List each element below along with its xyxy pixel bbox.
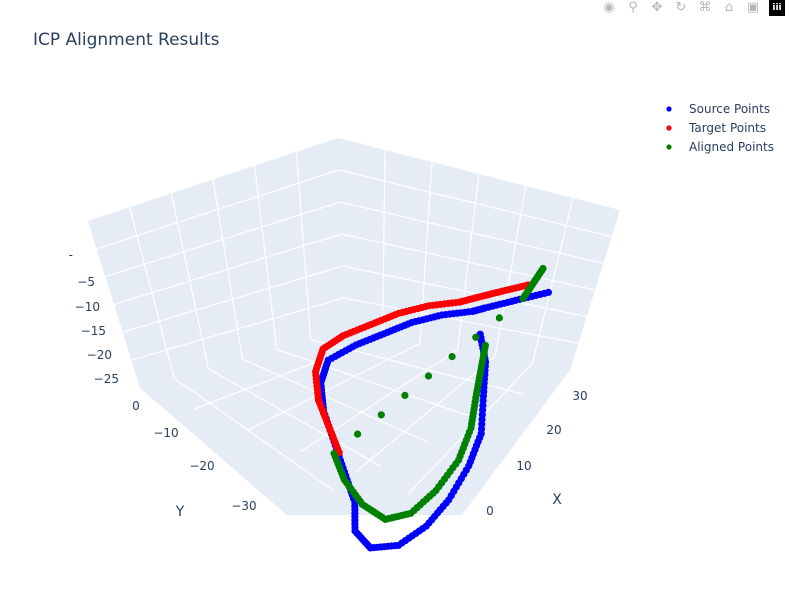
z-tick-label: - [69, 248, 73, 262]
legend-item-label[interactable]: Source Points [689, 102, 770, 116]
y-tick-label: −10 [153, 426, 178, 440]
data-point [519, 294, 527, 303]
data-point [448, 353, 456, 361]
scene-3d[interactable]: −5 −10 −15 −20 −25 - 0 −10 −20 −30 0 10 20 30 X Y [69, 138, 620, 552]
data-point [354, 430, 362, 438]
home-icon[interactable]: ⌂ [724, 0, 734, 15]
z-tick-label: −25 [94, 372, 119, 386]
camera-icon[interactable]: ◉ [603, 0, 615, 15]
modebar: ◉ ⚲ ✥ ↻ ⌘ ⌂ ▣ iii [601, 0, 789, 16]
y-tick-label: −30 [231, 499, 256, 513]
data-point [377, 411, 385, 419]
series-target-points [312, 281, 532, 457]
y-tick-label: 0 [132, 399, 140, 413]
data-point [481, 341, 489, 349]
y-axis-label: Y [175, 504, 185, 520]
turntable-icon[interactable]: ⌘ [698, 0, 712, 15]
zoom-icon[interactable]: ⚲ [628, 0, 638, 15]
data-point [495, 314, 503, 322]
y-tick-label: −20 [189, 459, 214, 473]
z-tick-label: −20 [87, 348, 112, 362]
legend: Source Points Target Points Aligned Points [666, 102, 774, 154]
legend-marker [666, 144, 672, 150]
orbit-icon[interactable]: ↻ [675, 0, 687, 15]
x-tick-label: 10 [516, 459, 531, 473]
camera-view-icon[interactable]: ▣ [746, 0, 760, 15]
z-tick-label: −10 [75, 300, 100, 314]
data-point [472, 333, 480, 341]
legend-item-label[interactable]: Target Points [688, 121, 766, 135]
x-tick-label: 30 [572, 389, 587, 403]
z-tick-label: −5 [77, 275, 95, 289]
plotly-logo-icon[interactable]: iii [769, 0, 785, 16]
pan-icon[interactable]: ✥ [651, 0, 663, 15]
x-tick-label: 20 [546, 423, 561, 437]
x-axis-label: X [552, 492, 562, 508]
series-aligned-points [330, 264, 547, 524]
data-point [401, 391, 409, 399]
legend-item-label[interactable]: Aligned Points [689, 140, 774, 154]
legend-marker [666, 106, 672, 112]
data-point [424, 372, 433, 380]
chart-title: ICP Alignment Results [33, 30, 220, 50]
legend-marker [666, 125, 672, 131]
z-tick-label: −15 [81, 324, 106, 338]
x-tick-label: 0 [486, 504, 494, 518]
